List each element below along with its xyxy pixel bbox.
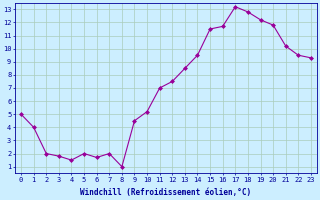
X-axis label: Windchill (Refroidissement éolien,°C): Windchill (Refroidissement éolien,°C) <box>80 188 252 197</box>
